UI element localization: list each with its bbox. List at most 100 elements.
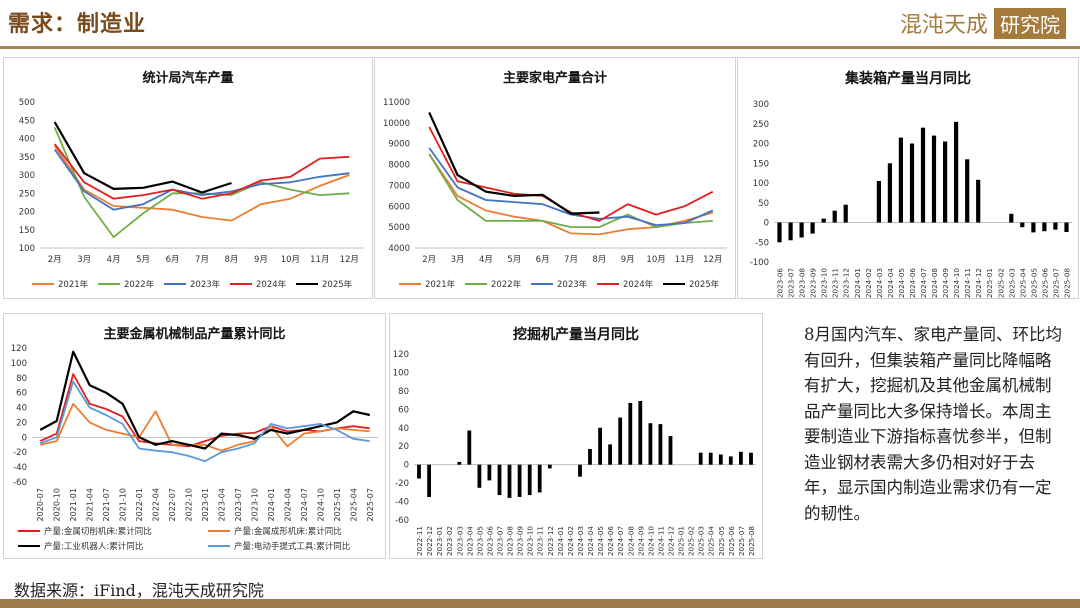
legend-label: 2022年 [124,279,155,290]
excavator-production-chart: 挖掘机产量当月同比 -60 -40 -20 0 20 40 60 80 100 120 2022-11… [393,326,756,556]
y-tick-label: 100 [393,368,409,378]
y-tick-label: 40 [16,404,27,414]
x-tick-label: 8月 [592,255,606,265]
brand-logo: 混沌天成 研究院 [900,7,1066,39]
appliance-production-chart: 主要家电产量合计 4000 5000 6000 7000 8000 9000 10000 110… [383,70,727,290]
x-tick-label: 8月 [224,255,238,265]
x-tick-label: 12月 [703,255,722,265]
x-tick-label: 7月 [195,255,209,265]
x-tick-label: 2023-10 [526,526,535,556]
x-tick-label: 2023-02 [445,526,454,556]
chart-title: 主要家电产量合计 [503,70,607,86]
legend-label: 2021年 [58,279,89,290]
x-tick-label: 5月 [507,255,521,265]
legend-label: 产量:电动手提式工具:累计同比 [234,541,350,552]
y-tick-label: 150 [753,159,769,169]
x-tick-label: 2024-07 [300,488,309,521]
x-tick-label: 2024-05 [596,526,605,556]
x-tick-label: 2025-01 [985,268,994,298]
x-tick-label: 2025-04 [707,526,716,556]
y-tick-label: -20 [395,479,409,489]
bar [810,222,815,234]
container-production-chart: 集装箱产量当月同比 -100 -50 0 50 100 150 200 250 300 2023-0… [750,70,1072,298]
x-tick-label: 2022-01 [135,488,144,521]
x-tick-label: 2021-01 [69,488,78,521]
y-tick-label: 350 [19,153,35,163]
x-tick-label: 2024-10 [952,268,961,298]
y-tick-label: 40 [398,424,409,434]
y-tick-label: 8000 [388,161,410,171]
chart-title: 统计局汽车产量 [142,70,233,86]
series-line [39,380,370,463]
chart-title: 主要金属机械制品产量累计同比 [103,326,285,342]
x-tick-label: 2021-07 [102,488,111,521]
x-tick-label: 2022-10 [185,488,194,521]
x-tick-label: 2022-07 [168,488,177,521]
y-tick-label: 80 [398,387,409,397]
x-tick-label: 2024-04 [283,488,292,521]
x-tick-label: 2025-07 [1051,268,1060,298]
x-tick-label: 2022-11 [415,526,424,556]
series-line [39,373,370,448]
bar [777,222,782,243]
bar [898,137,903,223]
y-tick-label: 7000 [388,181,410,191]
series-line [53,127,350,239]
x-tick-label: 9月 [621,255,635,265]
metal-machinery-chart: 主要金属机械制品产量累计同比 -60 -40 -20 0 20 40 60 80 100 120 20… [11,326,378,552]
x-tick-label: 2022-12 [425,526,434,556]
x-tick-label: 2024-02 [566,526,575,556]
y-tick-label: 60 [16,389,27,399]
x-tick-label: 2月 [48,255,62,265]
x-tick-label: 3月 [77,255,91,265]
metal-machinery-panel: 主要金属机械制品产量累计同比 -60 -40 -20 0 20 40 60 80 100 120 20… [3,313,386,559]
x-tick-label: 2021-04 [86,488,95,521]
x-tick-label: 2023-03 [455,526,464,556]
x-tick-label: 2024-09 [941,268,950,298]
x-tick-label: 2023-07 [496,526,505,556]
x-tick-label: 6月 [536,255,550,265]
y-tick-label: 100 [753,179,769,189]
x-tick-label: 2024-12 [974,268,983,298]
bar [887,163,892,223]
y-tick-label: 80 [16,374,27,384]
legend-label: 2024年 [623,279,654,290]
logo-box: 研究院 [994,7,1066,39]
x-tick-label: 2025-02 [996,268,1005,298]
footer-bar [0,599,1080,608]
y-tick-label: 5000 [388,223,410,233]
x-tick-label: 5月 [136,255,150,265]
x-tick-label: 2025-06 [727,526,736,556]
bar [954,121,959,223]
appliance-production-panel: 主要家电产量合计 4000 5000 6000 7000 8000 9000 10000 110… [374,57,736,299]
series-line [428,126,714,222]
y-tick-label: -60 [395,516,409,526]
x-tick-label: 2023-11 [831,268,840,298]
y-tick-label: 0 [404,461,409,471]
y-tick-label: -60 [13,478,27,488]
chart-title: 集装箱产量当月同比 [844,70,971,87]
series-line [428,111,600,215]
bar [799,222,804,238]
x-tick-label: 2023-10 [250,488,259,521]
car-production-panel: 统计局汽车产量 100 150 200 250 300 350 400 450 500 2月 3月 4月… [3,57,373,299]
car-production-chart: 统计局汽车产量 100 150 200 250 300 350 400 450 500 2月 3月 4月… [19,70,364,290]
series-line [40,402,370,452]
x-tick-label: 2020-07 [36,488,45,521]
bar [638,401,643,465]
y-tick-label: 100 [11,359,27,369]
bar [1042,222,1047,232]
x-tick-label: 2025-01 [333,488,342,521]
bar [718,454,723,465]
y-tick-label: -20 [13,448,27,458]
x-tick-label: 2024-07 [616,526,625,556]
legend-label: 2024年 [256,279,287,290]
y-tick-label: 500 [19,98,35,108]
x-tick-label: 3月 [451,255,465,265]
legend-label: 产量:金属成形机床:累计同比 [234,526,342,537]
bar [457,461,462,465]
x-tick-label: 2023-12 [546,526,555,556]
x-tick-label: 2025-05 [717,526,726,556]
x-tick-label: 2025-07 [366,488,375,521]
y-tick-label: 20 [16,418,27,428]
